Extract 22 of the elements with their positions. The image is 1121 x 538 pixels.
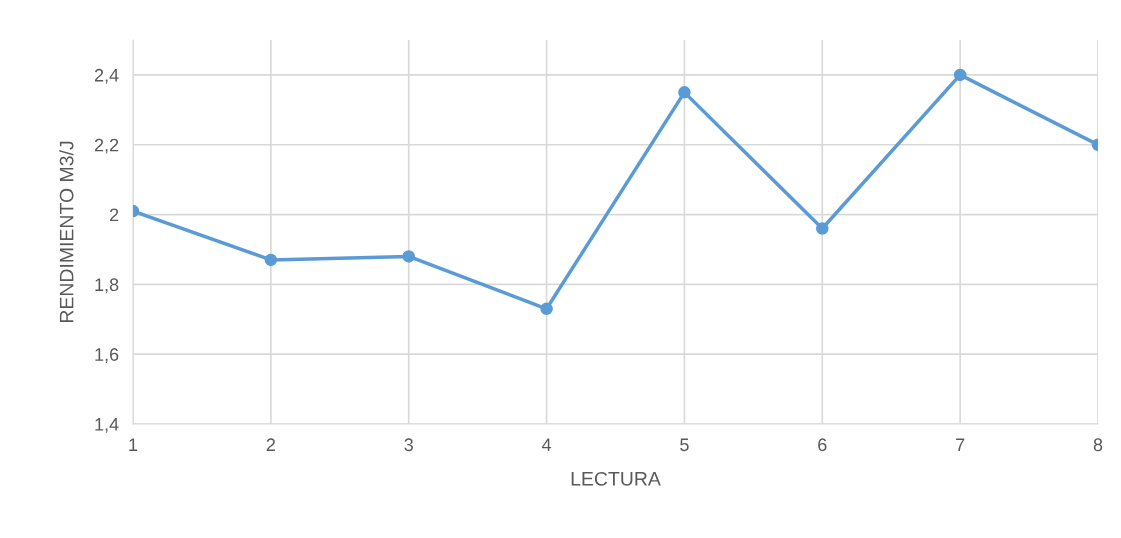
x-tick-label: 6 [818, 438, 827, 452]
point [816, 222, 829, 235]
point [264, 253, 278, 267]
x-axis-title: LECTURA [571, 471, 661, 486]
y-tick-label: 1,4 [95, 418, 119, 433]
x-tick-label: 4 [541, 438, 552, 451]
x-tick-label: 2 [266, 438, 275, 451]
y-axis-title: RENDIMIENTO M3/J [59, 141, 74, 323]
x-tick-label: 3 [404, 438, 413, 452]
point [953, 68, 967, 82]
point [678, 86, 691, 99]
point [402, 250, 415, 263]
x-tick-label: 1 [129, 438, 138, 451]
x-tick-label: 7 [956, 438, 965, 451]
y-tick-label: 1,8 [95, 278, 119, 294]
y-tick-label: 2,2 [94, 138, 119, 154]
y-tick-label: 2 [109, 208, 119, 222]
point [540, 302, 553, 316]
y-tick-label: 1,6 [95, 348, 119, 364]
x-tick-label: 5 [680, 438, 689, 452]
x-tick-label: 8 [1093, 438, 1103, 452]
y-tick-label: 2,4 [94, 68, 119, 84]
